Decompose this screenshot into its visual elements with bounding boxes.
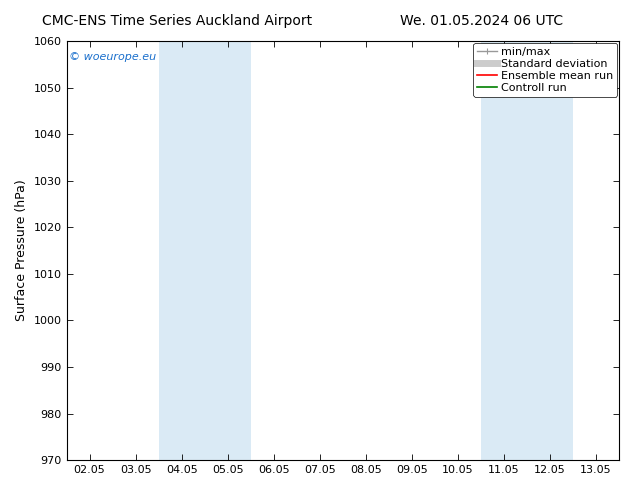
Bar [481,41,573,460]
Legend: min/max, Standard deviation, Ensemble mean run, Controll run: min/max, Standard deviation, Ensemble me… [474,43,617,97]
Text: We. 01.05.2024 06 UTC: We. 01.05.2024 06 UTC [400,14,564,28]
Y-axis label: Surface Pressure (hPa): Surface Pressure (hPa) [15,180,28,321]
Bar [158,41,250,460]
Text: © woeurope.eu: © woeurope.eu [69,51,157,62]
Text: CMC-ENS Time Series Auckland Airport: CMC-ENS Time Series Auckland Airport [42,14,313,28]
